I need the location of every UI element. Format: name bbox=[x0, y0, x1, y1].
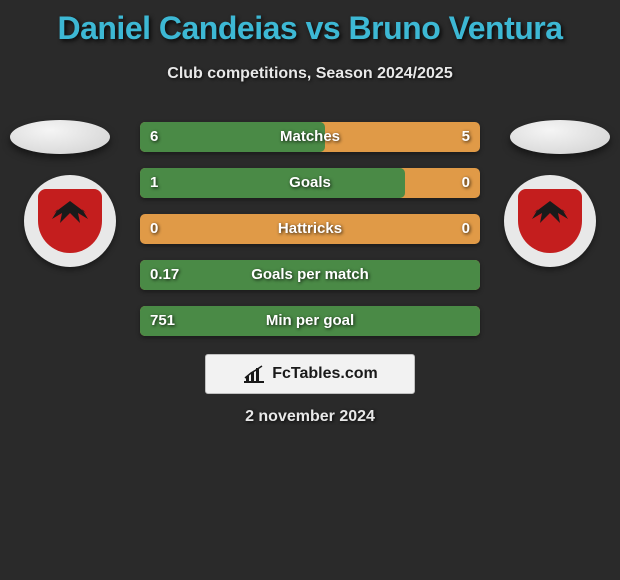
stat-value-right: 0 bbox=[462, 214, 470, 244]
subtitle: Club competitions, Season 2024/2025 bbox=[0, 65, 620, 83]
stat-label: Hattricks bbox=[140, 214, 480, 244]
stat-value-right: 0 bbox=[462, 168, 470, 198]
chart-icon bbox=[242, 364, 266, 384]
brand-label: FcTables.com bbox=[272, 365, 378, 383]
stat-label: Min per goal bbox=[140, 306, 480, 336]
stat-row: 6 Matches 5 bbox=[140, 122, 480, 152]
page-title: Daniel Candeias vs Bruno Ventura bbox=[0, 0, 620, 47]
stat-label: Goals per match bbox=[140, 260, 480, 290]
stat-label: Goals bbox=[140, 168, 480, 198]
date-label: 2 november 2024 bbox=[0, 408, 620, 426]
stat-value-right: 5 bbox=[462, 122, 470, 152]
stat-row: 751 Min per goal bbox=[140, 306, 480, 336]
club-crest-right bbox=[504, 175, 596, 267]
stat-row: 0.17 Goals per match bbox=[140, 260, 480, 290]
stats-bars: 6 Matches 5 1 Goals 0 0 Hattricks 0 0.17… bbox=[140, 122, 480, 352]
player-left-avatar bbox=[10, 120, 110, 154]
brand-attribution: FcTables.com bbox=[205, 354, 415, 394]
stat-label: Matches bbox=[140, 122, 480, 152]
stat-row: 0 Hattricks 0 bbox=[140, 214, 480, 244]
eagle-icon bbox=[48, 199, 92, 227]
club-crest-left bbox=[24, 175, 116, 267]
stat-row: 1 Goals 0 bbox=[140, 168, 480, 198]
eagle-icon bbox=[528, 199, 572, 227]
player-right-avatar bbox=[510, 120, 610, 154]
